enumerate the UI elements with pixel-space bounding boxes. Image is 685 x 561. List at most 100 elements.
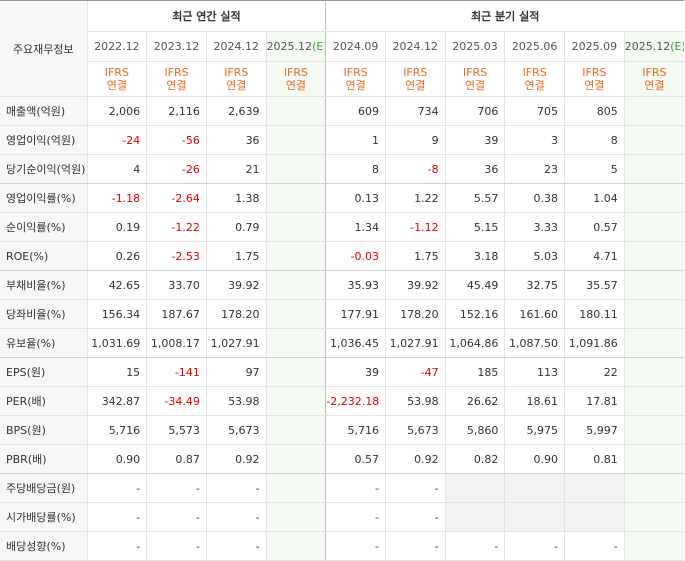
quarter-value-cell: 161.60 <box>504 299 565 329</box>
annual-value-cell: 178.20 <box>205 299 267 329</box>
quarter-value-cell: 23 <box>504 154 565 184</box>
quarter-value-cell: 609 <box>325 96 386 126</box>
quarter-period-0: 2024.09 <box>325 31 386 62</box>
table-row: 배당성향(%) - - - - - - - - <box>0 531 684 561</box>
annual-period-3-text: 2025.12 <box>266 40 313 53</box>
quarter-value-cell: 1 <box>325 125 386 155</box>
quarter-value-cell <box>623 125 684 155</box>
accounting-line2: 연결 <box>524 79 545 92</box>
quarter-period-5-estimate-marker: (E) <box>670 40 684 53</box>
quarter-value-cell: 1,027.91 <box>384 328 446 358</box>
quarter-value-cell: 35.57 <box>564 270 625 300</box>
row-label: PBR(배) <box>0 444 87 474</box>
quarter-value-cell: 1,036.45 <box>325 328 386 358</box>
accounting-line1: IFRS <box>283 66 309 79</box>
quarter-value-cell <box>623 299 684 329</box>
row-label: 유보율(%) <box>0 328 87 358</box>
quarter-value-cell: 0.92 <box>384 444 446 474</box>
quarter-value-cell: -47 <box>384 357 446 387</box>
accounting-standard-3: IFRS 연결 <box>265 61 326 97</box>
quarter-value-cell: 0.82 <box>444 444 505 474</box>
accounting-line2: 연결 <box>166 79 187 92</box>
table-row: 영업이익(억원) -24 -56 36 1 9 39 3 8 <box>0 125 684 155</box>
quarter-value-cell: 5.03 <box>504 241 565 271</box>
annual-value-cell <box>265 386 326 416</box>
table-row: 유보율(%) 1,031.69 1,008.17 1,027.91 1,036.45 1,… <box>0 328 684 358</box>
annual-value-cell: 36 <box>205 125 267 155</box>
row-label-header: 주요재무정보 <box>0 0 87 97</box>
row-label: 순이익률(%) <box>0 212 87 242</box>
accounting-line1: IFRS <box>224 66 249 79</box>
quarter-value-cell: 706 <box>444 96 505 126</box>
quarter-value-cell <box>623 444 684 474</box>
table-row: ROE(%) 0.26 -2.53 1.75 -0.03 1.75 3.18 5.03 4.71 <box>0 241 684 271</box>
quarter-value-cell: 22 <box>564 357 625 387</box>
accounting-line2: 연결 <box>464 79 486 92</box>
annual-value-cell: 39.92 <box>205 270 267 300</box>
accounting-standard-2: IFRS 연결 <box>205 61 267 97</box>
quarter-value-cell <box>623 154 684 184</box>
annual-value-cell: 156.34 <box>86 299 147 329</box>
quarter-value-cell: 1,091.86 <box>564 328 625 358</box>
annual-value-cell: - <box>86 473 147 503</box>
quarter-value-cell <box>623 531 684 561</box>
accounting-line1: IFRS <box>403 66 428 79</box>
quarter-value-cell: 5.57 <box>444 183 505 213</box>
quarter-value-cell: 4.71 <box>564 241 625 271</box>
annual-value-cell <box>265 444 326 474</box>
quarter-value-cell <box>564 502 625 532</box>
table-row: PER(배) 342.87 -34.49 53.98 -2,232.18 53.98 26.… <box>0 386 684 416</box>
quarter-value-cell: 0.57 <box>325 444 386 474</box>
quarter-value-cell: 17.81 <box>564 386 625 416</box>
table-row: 매출액(억원) 2,006 2,116 2,639 609 734 706 705 805 <box>0 96 684 126</box>
annual-value-cell <box>265 270 326 300</box>
row-label: EPS(원) <box>0 357 87 387</box>
table-row: 부채비율(%) 42.65 33.70 39.92 35.93 39.92 45.49 32.… <box>0 270 684 300</box>
annual-value-cell: - <box>146 531 207 561</box>
table-row: BPS(원) 5,716 5,573 5,673 5,716 5,673 5,860 5,97… <box>0 415 684 445</box>
annual-period-3: 2025.12(E) <box>265 31 326 62</box>
row-label: 당좌비율(%) <box>0 299 87 329</box>
quarter-value-cell <box>444 502 505 532</box>
accounting-line2: 연결 <box>644 79 665 92</box>
annual-value-cell: 1,031.69 <box>86 328 147 358</box>
table-row: 순이익률(%) 0.19 -1.22 0.79 1.34 -1.12 5.15 3.33 0.5… <box>0 212 684 242</box>
quarter-value-cell: 1,087.50 <box>504 328 565 358</box>
quarter-period-3-text: 2025.06 <box>511 40 558 53</box>
quarter-value-cell <box>623 328 684 358</box>
annual-period-3-estimate-marker: (E) <box>312 40 326 53</box>
quarter-period-5-text: 2025.12 <box>624 40 671 53</box>
annual-period-2: 2024.12 <box>205 31 267 62</box>
table-row: 당기순이익(억원) 4 -26 21 8 -8 36 23 5 <box>0 154 684 184</box>
annual-value-cell: 5,573 <box>146 415 207 445</box>
annual-period-0: 2022.12 <box>86 31 147 62</box>
annual-period-2-text: 2024.12 <box>213 40 259 53</box>
quarter-value-cell: 53.98 <box>384 386 446 416</box>
quarter-value-cell <box>623 270 684 300</box>
accounting-line1: IFRS <box>462 66 488 79</box>
table-row: 영업이익률(%) -1.18 -2.64 1.38 0.13 1.22 5.57 0.38 1.… <box>0 183 684 213</box>
annual-value-cell: -26 <box>146 154 207 184</box>
accounting-line1: IFRS <box>104 66 129 79</box>
quarter-value-cell: 1.04 <box>564 183 625 213</box>
annual-value-cell: - <box>205 531 267 561</box>
annual-value-cell: -141 <box>146 357 207 387</box>
quarter-value-cell: 5 <box>564 154 625 184</box>
annual-value-cell: 21 <box>205 154 267 184</box>
annual-period-1-text: 2023.12 <box>153 40 200 53</box>
annual-value-cell: 5,673 <box>205 415 267 445</box>
row-label: 영업이익(억원) <box>0 125 87 155</box>
annual-value-cell <box>265 328 326 358</box>
annual-value-cell <box>265 241 326 271</box>
quarter-value-cell: 113 <box>504 357 565 387</box>
quarter-value-cell: - <box>384 502 446 532</box>
quarter-header: 최근 분기 실적 <box>325 0 684 32</box>
quarter-value-cell: 1.22 <box>384 183 446 213</box>
annual-value-cell <box>265 183 326 213</box>
quarter-value-cell: 45.49 <box>444 270 505 300</box>
accounting-line2: 연결 <box>345 79 366 92</box>
annual-value-cell: 0.92 <box>205 444 267 474</box>
row-label: 배당성향(%) <box>0 531 87 561</box>
annual-value-cell: 1,027.91 <box>205 328 267 358</box>
accounting-standard-7: IFRS 연결 <box>504 61 565 97</box>
